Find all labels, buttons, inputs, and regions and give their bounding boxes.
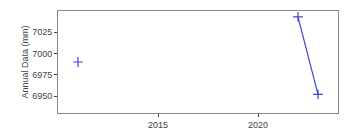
svg-text:7025: 7025 <box>32 27 52 37</box>
svg-text:6975: 6975 <box>32 70 52 80</box>
svg-text:7000: 7000 <box>32 49 52 59</box>
svg-text:2015: 2015 <box>148 120 168 130</box>
svg-text:6950: 6950 <box>32 91 52 101</box>
svg-text:Annual Data (mm): Annual Data (mm) <box>20 25 30 98</box>
svg-text:2020: 2020 <box>248 120 268 130</box>
